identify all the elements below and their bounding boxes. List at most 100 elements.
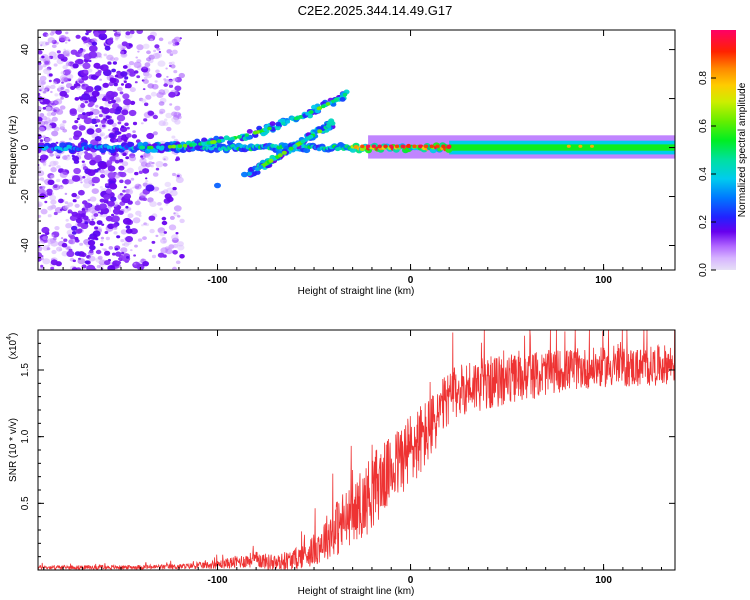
scatter-mark [167, 80, 175, 86]
snr-y-label: SNR (10 * v/v) [8, 418, 19, 482]
drift-branch-lower [254, 167, 260, 172]
x-tick-label: -100 [208, 275, 228, 286]
scatter-mark [91, 38, 97, 43]
scatter-mark [74, 60, 79, 64]
scatter-mark [130, 249, 133, 252]
scatter-mark [164, 181, 172, 187]
scatter-mark [128, 43, 133, 47]
scatter-mark [66, 74, 74, 80]
scatter-mark [89, 243, 93, 246]
scatter-mark [59, 90, 68, 97]
scatter-mark [171, 135, 176, 139]
drift-branch-lower [292, 144, 298, 149]
carrier-peak [441, 144, 446, 149]
scatter-mark [109, 77, 117, 84]
scatter-mark [103, 194, 111, 200]
scatter-mark [50, 259, 58, 266]
scatter-mark [128, 190, 132, 193]
scatter-mark [71, 192, 77, 198]
scatter-mark [155, 167, 160, 171]
scatter-mark [65, 223, 72, 229]
scatter-mark [44, 124, 53, 131]
scatter-mark [62, 205, 69, 210]
drift-branch-upper [294, 116, 299, 121]
scatter-mark [104, 231, 109, 234]
scatter-mark [58, 198, 64, 204]
scatter-mark [89, 220, 96, 226]
scatter-mark [136, 30, 143, 34]
scatter-mark [93, 62, 101, 69]
scatter-mark [120, 50, 125, 55]
scatter-mark [84, 153, 93, 160]
drift-branch-upper [244, 133, 249, 137]
scatter-mark [133, 254, 137, 257]
scatter-mark [80, 102, 85, 106]
scatter-mark [128, 61, 135, 66]
scatter-mark [126, 167, 134, 174]
drift-branch-lower [277, 153, 283, 158]
scatter-mark [60, 96, 64, 100]
scatter-mark [144, 62, 151, 68]
scatter-mark [88, 51, 98, 59]
carrier-peak [429, 144, 434, 149]
scatter-mark [117, 86, 123, 92]
scatter-mark [47, 179, 55, 186]
scatter-mark [175, 157, 180, 161]
scatter-mark [122, 243, 125, 246]
scatter-mark [166, 49, 172, 54]
scatter-mark [79, 52, 85, 57]
scatter-mark [77, 258, 86, 265]
scatter-mark [140, 122, 144, 125]
scatter-mark [71, 175, 81, 182]
scatter-mark [64, 192, 68, 195]
scatter-mark [60, 184, 63, 188]
scatter-mark [134, 171, 139, 176]
scatter-mark [46, 188, 53, 194]
scatter-mark [99, 243, 104, 247]
scatter-mark [116, 114, 126, 122]
x-tick-label: 100 [595, 275, 612, 286]
carrier-peak [365, 144, 371, 149]
scatter-mark [84, 207, 91, 212]
scatter-mark [149, 38, 153, 41]
scatter-mark [173, 205, 182, 212]
scatter-mark [97, 255, 103, 260]
scatter-mark [74, 236, 79, 241]
scatter-mark [105, 215, 113, 222]
scatter-mark [158, 51, 162, 53]
x-tick-label: -100 [208, 575, 228, 586]
scatter-mark [114, 247, 119, 251]
scatter-mark [153, 49, 157, 53]
drift-branch-upper [311, 104, 317, 110]
scatter-mark [41, 226, 50, 234]
scatter-mark [43, 60, 51, 66]
scatter-mark [77, 222, 83, 227]
scatter-mark [90, 107, 95, 111]
scatter-mark [77, 210, 82, 214]
scatter-mark [120, 229, 128, 235]
drift-branch-lower [268, 158, 274, 163]
scatter-mark [170, 198, 174, 201]
scatter-mark [155, 161, 164, 168]
drift-branch-upper [147, 145, 152, 150]
scatter-mark [51, 116, 58, 122]
scatter-mark [99, 203, 107, 210]
scatter-mark [143, 76, 148, 80]
scatter-mark [107, 39, 114, 45]
carrier-peak [371, 144, 377, 149]
drift-branch-upper [201, 137, 208, 143]
scatter-mark [62, 155, 68, 160]
scatter-mark [109, 183, 118, 190]
scatter-mark [123, 186, 127, 189]
scatter-mark [51, 234, 55, 237]
scatter-mark [136, 75, 141, 79]
scatter-mark [86, 176, 92, 180]
scatter-mark [38, 201, 43, 208]
scatter-mark [77, 151, 83, 156]
scatter-mark [121, 251, 125, 255]
scatter-mark [55, 141, 59, 144]
scatter-mark [90, 118, 98, 125]
scatter-mark [78, 189, 85, 196]
scatter-mark [134, 244, 138, 248]
